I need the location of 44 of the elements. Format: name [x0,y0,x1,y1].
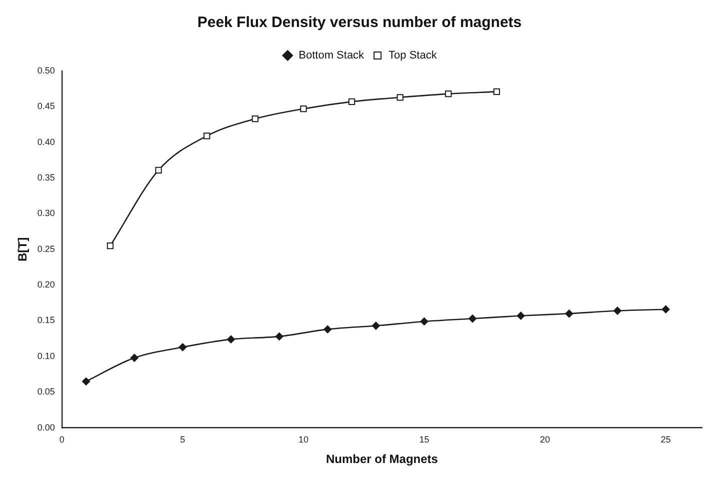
point [468,314,477,323]
legend-label: Bottom Stack [298,50,365,62]
x-axis-title: Number of Magnets [326,452,438,466]
point [252,115,258,122]
point [130,354,138,362]
point [493,88,500,96]
point [445,90,452,98]
point [396,94,404,101]
legend-label: Top Stack [388,50,438,62]
y-tick-label: 0.25 [37,244,55,254]
y-tick-label: 0.50 [37,65,55,76]
point [565,310,574,318]
point [324,325,332,334]
point [226,335,235,344]
point [613,306,622,315]
y-axis-title: B[T] [16,237,30,262]
point [82,377,90,386]
y-tick-label: 0.30 [37,208,55,218]
x-tick-label: 10 [298,434,308,445]
y-tick-label: 0.40 [37,136,55,147]
point [662,305,670,314]
y-tick-label: 0.10 [37,350,55,361]
point [516,312,525,320]
point [204,132,210,140]
y-tick-label: 0.45 [37,101,55,112]
y-tick-label: 0.20 [37,280,55,290]
point [106,242,114,250]
point [155,166,162,174]
y-tick-label: 0.15 [37,315,55,326]
x-tick-label: 25 [660,434,671,445]
y-tick-label: 0.05 [37,386,55,397]
x-tick-label: 15 [419,434,430,445]
point [348,98,356,106]
point [275,332,284,340]
x-tick-label: 5 [180,434,186,445]
point [420,317,428,326]
x-tick-label: 20 [540,434,550,445]
point [300,105,307,112]
point [178,343,187,352]
chart-title: Peek Flux Density versus number of magnets [197,14,522,32]
y-tick-label: 0.00 [37,422,55,432]
y-tick-label: 0.35 [37,172,55,183]
x-tick-label: 0 [59,434,64,445]
point [372,322,380,330]
